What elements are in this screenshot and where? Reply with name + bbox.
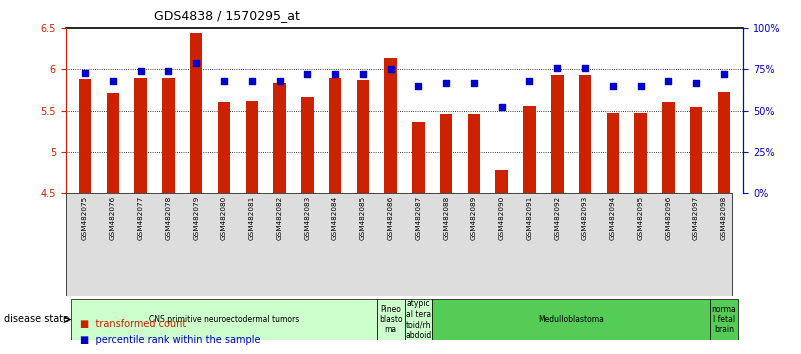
Bar [718,92,731,193]
Bar [135,78,147,193]
Bar [606,113,619,193]
Bar [405,299,433,340]
Bar [384,58,396,193]
Bar [634,113,647,193]
Bar [579,75,591,193]
Text: GSM482084: GSM482084 [332,196,338,240]
Point [273,78,286,84]
Bar [329,78,341,193]
Point [301,72,314,77]
Bar [710,299,738,340]
Bar [662,102,674,193]
Bar [356,80,369,193]
Bar [71,299,376,340]
Point [245,78,258,84]
Text: ■  percentile rank within the sample: ■ percentile rank within the sample [80,335,260,345]
Point [495,104,508,110]
Point [468,80,481,85]
Point [190,60,203,66]
Text: GSM482098: GSM482098 [721,196,727,240]
Point [356,72,369,77]
Point [523,78,536,84]
Text: GSM482080: GSM482080 [221,196,227,240]
Text: GSM482076: GSM482076 [110,196,116,240]
Text: GSM482095: GSM482095 [638,196,643,240]
Text: GSM482089: GSM482089 [471,196,477,240]
Text: Pineo
blasto
ma: Pineo blasto ma [379,304,402,335]
Text: GDS4838 / 1570295_at: GDS4838 / 1570295_at [154,9,300,22]
Point [440,80,453,85]
Bar [523,106,536,193]
Point [551,65,564,71]
Point [78,70,91,76]
Bar [433,299,710,340]
Point [578,65,591,71]
Bar [190,33,203,193]
Point [218,78,231,84]
Point [328,72,341,77]
Bar [551,75,563,193]
Bar [107,92,119,193]
Text: GSM482096: GSM482096 [666,196,671,240]
Text: GSM482093: GSM482093 [582,196,588,240]
Bar [246,101,258,193]
Text: GSM482082: GSM482082 [276,196,283,240]
Text: disease state: disease state [4,314,69,325]
Bar [413,122,425,193]
Text: GSM482083: GSM482083 [304,196,310,240]
Bar [301,97,313,193]
Bar [78,79,91,193]
Text: norma
l fetal
brain: norma l fetal brain [711,304,736,335]
Text: GSM482079: GSM482079 [193,196,199,240]
Text: GSM482078: GSM482078 [166,196,171,240]
Text: GSM482088: GSM482088 [443,196,449,240]
Point [718,72,731,77]
Bar [273,84,286,193]
Bar [218,102,230,193]
Text: ■  transformed count: ■ transformed count [80,319,187,329]
Bar [496,170,508,193]
Text: GSM482086: GSM482086 [388,196,393,240]
Text: GSM482094: GSM482094 [610,196,616,240]
Point [384,67,397,72]
Text: GSM482090: GSM482090 [499,196,505,240]
Text: GSM482097: GSM482097 [693,196,699,240]
Point [135,68,147,74]
Point [634,83,647,89]
Point [107,78,119,84]
Bar [468,114,480,193]
Text: GSM482081: GSM482081 [249,196,255,240]
Text: CNS primitive neuroectodermal tumors: CNS primitive neuroectodermal tumors [149,315,299,324]
Bar [376,299,405,340]
Point [690,80,702,85]
Point [412,83,425,89]
Text: GSM482075: GSM482075 [83,196,88,240]
Point [606,83,619,89]
Text: GSM482077: GSM482077 [138,196,143,240]
Bar [162,78,175,193]
Bar [440,114,453,193]
Bar [690,107,702,193]
Text: GSM482092: GSM482092 [554,196,560,240]
Text: GSM482091: GSM482091 [526,196,533,240]
Text: GSM482085: GSM482085 [360,196,366,240]
Text: atypic
al tera
toid/rh
abdoid: atypic al tera toid/rh abdoid [405,299,432,339]
Point [662,78,674,84]
Point [162,68,175,74]
Text: Medulloblastoma: Medulloblastoma [538,315,604,324]
Text: GSM482087: GSM482087 [416,196,421,240]
